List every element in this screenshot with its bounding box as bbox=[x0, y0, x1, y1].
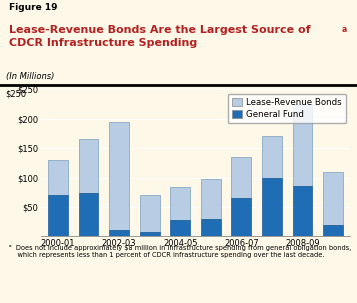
Text: $250: $250 bbox=[6, 89, 27, 98]
Bar bbox=[79, 193, 99, 236]
Bar bbox=[201, 219, 221, 236]
Bar bbox=[262, 178, 282, 236]
Text: a: a bbox=[342, 25, 347, 35]
Legend: Lease-Revenue Bonds, General Fund: Lease-Revenue Bonds, General Fund bbox=[227, 94, 346, 123]
Text: (In Millions): (In Millions) bbox=[6, 72, 54, 81]
Bar bbox=[231, 198, 251, 236]
Bar bbox=[79, 139, 99, 193]
Bar bbox=[109, 122, 129, 231]
Bar bbox=[140, 195, 160, 231]
Bar bbox=[292, 186, 312, 236]
Text: ᵃ  Does not include approximately $8 million in infrastructure spending from gen: ᵃ Does not include approximately $8 mill… bbox=[9, 245, 351, 258]
Bar bbox=[48, 195, 68, 236]
Bar bbox=[262, 136, 282, 178]
Bar bbox=[323, 172, 343, 225]
Bar bbox=[292, 104, 312, 186]
Bar bbox=[323, 225, 343, 236]
Bar bbox=[201, 179, 221, 219]
Bar bbox=[140, 231, 160, 236]
Bar bbox=[109, 231, 129, 236]
Bar bbox=[231, 157, 251, 198]
Text: Figure 19: Figure 19 bbox=[9, 3, 57, 12]
Bar bbox=[170, 221, 190, 236]
Bar bbox=[48, 160, 68, 195]
Bar bbox=[170, 187, 190, 221]
Text: Lease-Revenue Bonds Are the Largest Source of
CDCR Infrastructure Spending: Lease-Revenue Bonds Are the Largest Sour… bbox=[9, 25, 311, 48]
